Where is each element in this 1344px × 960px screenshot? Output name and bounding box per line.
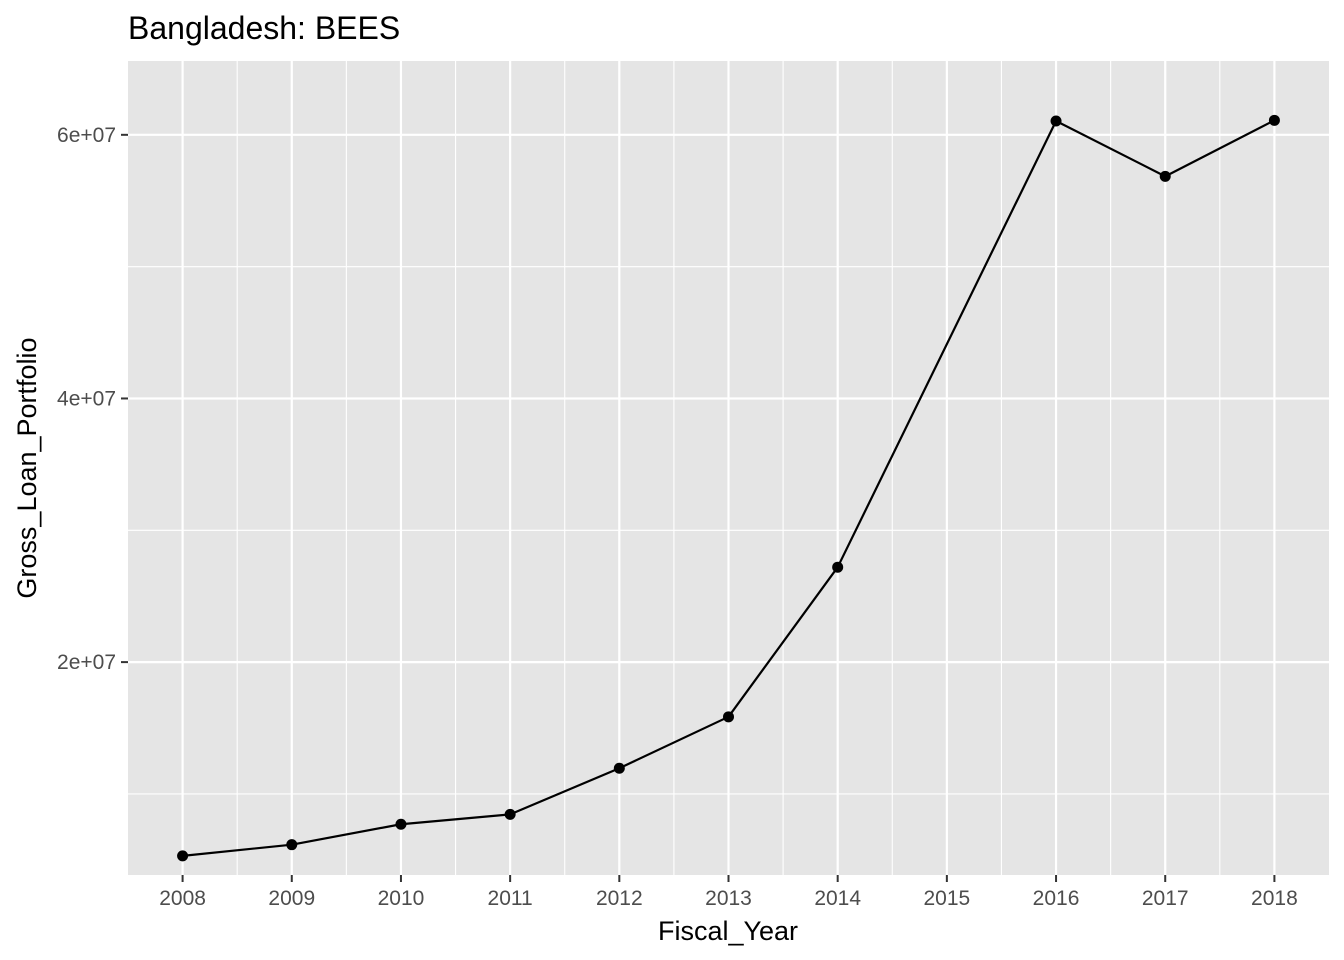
y-axis-title: Gross_Loan_Portfolio (12, 337, 42, 598)
y-axis: 2e+07 4e+07 6e+07 (57, 124, 128, 674)
x-tick-label: 2014 (814, 887, 861, 910)
y-tick-label: 4e+07 (57, 387, 116, 410)
x-tick-label: 2008 (159, 887, 206, 910)
series-line-group (182, 119, 1275, 857)
data-point (613, 762, 625, 774)
major-gridlines (128, 61, 1329, 875)
data-point (286, 839, 298, 851)
data-points (177, 114, 1280, 862)
data-point (504, 808, 516, 820)
data-point (395, 818, 407, 830)
x-tick-label: 2011 (488, 887, 533, 910)
data-point (723, 711, 734, 723)
x-tick-label: 2015 (924, 887, 971, 910)
data-point (177, 850, 189, 862)
y-tick-label: 2e+07 (57, 651, 116, 674)
x-tick-label: 2010 (378, 887, 425, 910)
data-point (1268, 114, 1280, 126)
data-point (1050, 115, 1062, 127)
x-tick-label: 2018 (1251, 887, 1298, 910)
x-tick-label: 2009 (268, 887, 315, 910)
x-axis: 2008 2009 2010 2011 2012 2013 2014 2015 2016 2017… (159, 875, 1298, 910)
x-tick-label: 2012 (596, 887, 643, 910)
data-point (1159, 170, 1171, 182)
chart-title: Bangladesh: BEES (128, 10, 400, 46)
series-line (182, 119, 1275, 857)
y-tick-label: 6e+07 (57, 124, 116, 147)
x-tick-label: 2013 (705, 887, 752, 910)
x-tick-label: 2017 (1142, 887, 1189, 910)
x-axis-title: Fiscal_Year (658, 916, 798, 946)
x-tick-label: 2016 (1033, 887, 1080, 910)
data-point (832, 561, 844, 573)
